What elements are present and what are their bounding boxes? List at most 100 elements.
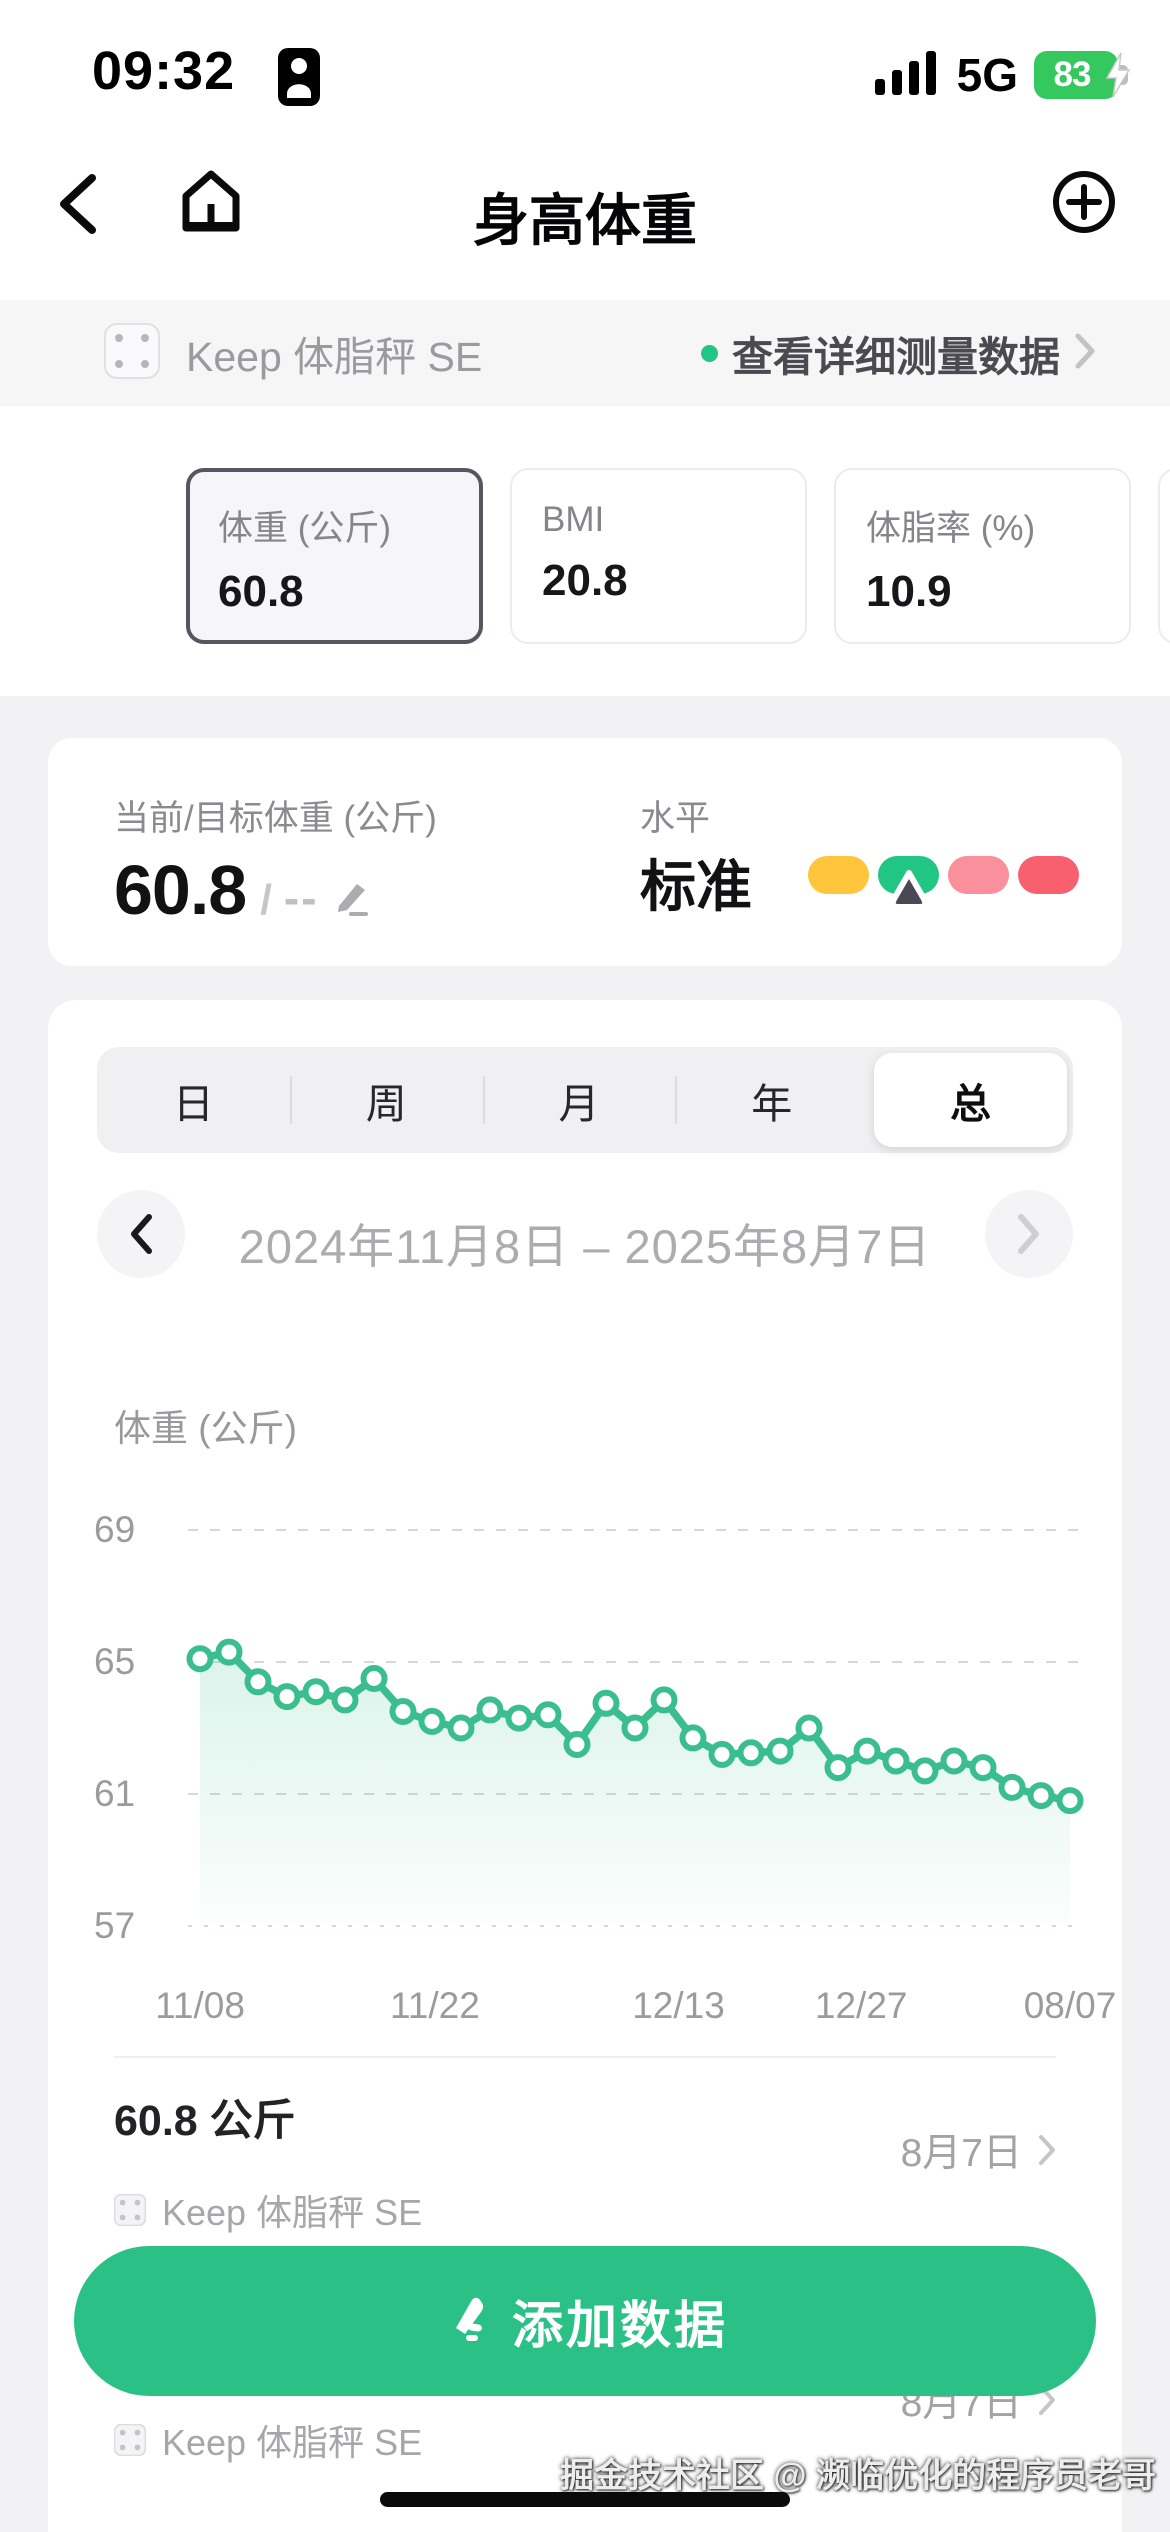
tab-label: 年 xyxy=(751,1081,793,1127)
add-data-label: 添加数据 xyxy=(511,2297,728,2354)
add-entry-button[interactable] xyxy=(1052,170,1116,234)
data-point[interactable] xyxy=(215,1638,243,1666)
data-point[interactable] xyxy=(534,1701,562,1729)
tab-日[interactable]: 日 xyxy=(97,1047,290,1153)
chart-y-axis-title: 体重 (公斤) xyxy=(114,1408,297,1449)
metric-card-体脂率 (%)[interactable]: 体脂率 (%) 10.9 xyxy=(834,468,1131,644)
data-point[interactable] xyxy=(360,1665,388,1692)
data-point[interactable] xyxy=(592,1689,620,1717)
level-label: 水平 xyxy=(640,799,711,838)
pen-icon xyxy=(442,2294,492,2349)
tab-总[interactable]: 总 xyxy=(874,1053,1067,1147)
period-tabs: 日周 月 年 总 xyxy=(97,1047,1073,1153)
x-tick-label: 11/08 xyxy=(155,1985,245,2026)
metric-value: 20.8 xyxy=(542,556,628,605)
data-point[interactable] xyxy=(824,1754,852,1782)
next-period-button[interactable] xyxy=(985,1190,1073,1278)
x-tick-label: 11/22 xyxy=(390,1985,480,2026)
data-point[interactable] xyxy=(679,1724,707,1752)
record-source: Keep 体脂秤 SE xyxy=(114,2414,422,2466)
back-button[interactable] xyxy=(54,172,100,236)
level-segment-high xyxy=(948,856,1009,894)
data-point[interactable] xyxy=(650,1686,678,1714)
x-tick-label: 08/07 xyxy=(1024,1985,1117,2026)
data-point[interactable] xyxy=(998,1773,1026,1801)
data-point[interactable] xyxy=(795,1714,823,1742)
data-point[interactable] xyxy=(476,1696,504,1724)
edit-target-icon[interactable] xyxy=(333,878,371,921)
metric-value: 10.9 xyxy=(866,567,952,616)
add-data-button[interactable]: 添加数据 xyxy=(74,2246,1096,2396)
data-point[interactable] xyxy=(273,1683,301,1711)
goal-card: 当前/目标体重 (公斤) 60.8 / -- 水平 标准 xyxy=(48,738,1122,966)
tab-年[interactable]: 年 xyxy=(675,1047,868,1153)
view-detail-link[interactable]: 查看详细测量数据 xyxy=(701,323,1096,383)
prev-period-button[interactable] xyxy=(97,1190,185,1278)
record-date-link[interactable]: 8月7日 xyxy=(901,2122,1056,2178)
weight-line-chart: 69 65 61 57 11/08 11/22 12/13 12/27 08/07 xyxy=(94,1509,1117,2026)
data-point[interactable] xyxy=(766,1737,794,1765)
data-point[interactable] xyxy=(911,1757,939,1785)
online-dot-icon xyxy=(701,344,718,362)
data-point[interactable] xyxy=(1056,1787,1084,1815)
tab-label: 月 xyxy=(558,1081,600,1127)
y-tick-label: 69 xyxy=(94,1509,135,1550)
level-segment-standard xyxy=(878,856,939,910)
tab-divider xyxy=(482,1076,485,1124)
signal-icon xyxy=(874,49,941,102)
record-date: 8月7日 xyxy=(900,2132,1022,2175)
data-point[interactable] xyxy=(940,1747,968,1775)
home-icon[interactable] xyxy=(176,166,246,238)
tab-月[interactable]: 月 xyxy=(482,1047,676,1153)
metric-card-partial[interactable] xyxy=(1158,468,1170,644)
tab-label: 总 xyxy=(950,1081,992,1127)
watermark-text: 掘金技术社区 @ 濒临优化的程序员老哥 xyxy=(559,2457,1156,2495)
data-point[interactable] xyxy=(708,1740,736,1768)
data-point[interactable] xyxy=(505,1704,533,1732)
network-type-label: 5G xyxy=(956,49,1018,101)
chart-area-fill xyxy=(200,1652,1070,1926)
y-tick-label: 61 xyxy=(94,1773,135,1814)
home-indicator[interactable] xyxy=(380,2492,790,2507)
metric-card-体重 (公斤)[interactable]: 体重 (公斤) 60.8 xyxy=(186,468,483,644)
view-detail-label: 查看详细测量数据 xyxy=(732,334,1060,380)
record-source-label: Keep 体脂秤 SE xyxy=(162,2422,423,2463)
metric-label: 体重 (公斤) xyxy=(218,509,392,548)
battery-percent: 83 xyxy=(1053,55,1092,94)
data-point[interactable] xyxy=(563,1731,591,1758)
list-divider xyxy=(114,2056,1056,2058)
data-point[interactable] xyxy=(737,1739,765,1767)
tab-divider xyxy=(289,1076,292,1124)
x-tick-label: 12/27 xyxy=(815,1985,908,2026)
device-name: Keep 体脂秤 SE xyxy=(186,334,483,380)
metric-card-BMI[interactable]: BMI 20.8 xyxy=(510,468,807,644)
level-indicator-bar xyxy=(808,856,1079,910)
scale-device-icon xyxy=(104,322,160,384)
chart-line xyxy=(196,1648,1074,1805)
status-right-group: 5G 83 xyxy=(874,48,1131,102)
data-point[interactable] xyxy=(882,1747,910,1775)
data-point[interactable] xyxy=(418,1707,446,1735)
y-tick-label: 65 xyxy=(94,1641,135,1682)
data-point[interactable] xyxy=(969,1754,997,1782)
level-segment-low xyxy=(808,856,869,894)
data-point[interactable] xyxy=(186,1645,214,1673)
metric-cards-row: 体重 (公斤) 60.8 BMI 20.8 体脂率 (%) 10.9 xyxy=(186,468,1170,644)
data-point[interactable] xyxy=(447,1714,475,1742)
x-tick-label: 12/13 xyxy=(632,1985,725,2026)
y-tick-label: 57 xyxy=(94,1905,135,1946)
date-range-label: 2024年11月8日 – 2025年8月7日 xyxy=(238,1220,932,1273)
data-point[interactable] xyxy=(621,1714,649,1742)
data-point[interactable] xyxy=(1027,1782,1055,1810)
level-segment-very-high xyxy=(1018,856,1079,894)
record-value: 60.8 公斤 xyxy=(114,2097,296,2145)
data-point[interactable] xyxy=(389,1698,417,1725)
data-point[interactable] xyxy=(244,1668,272,1696)
data-point[interactable] xyxy=(302,1678,330,1706)
tab-周[interactable]: 周 xyxy=(289,1047,483,1153)
target-weight-value: -- xyxy=(283,872,319,924)
goal-label: 当前/目标体重 (公斤) xyxy=(114,799,437,838)
data-point[interactable] xyxy=(853,1737,881,1765)
data-point[interactable] xyxy=(331,1686,359,1714)
